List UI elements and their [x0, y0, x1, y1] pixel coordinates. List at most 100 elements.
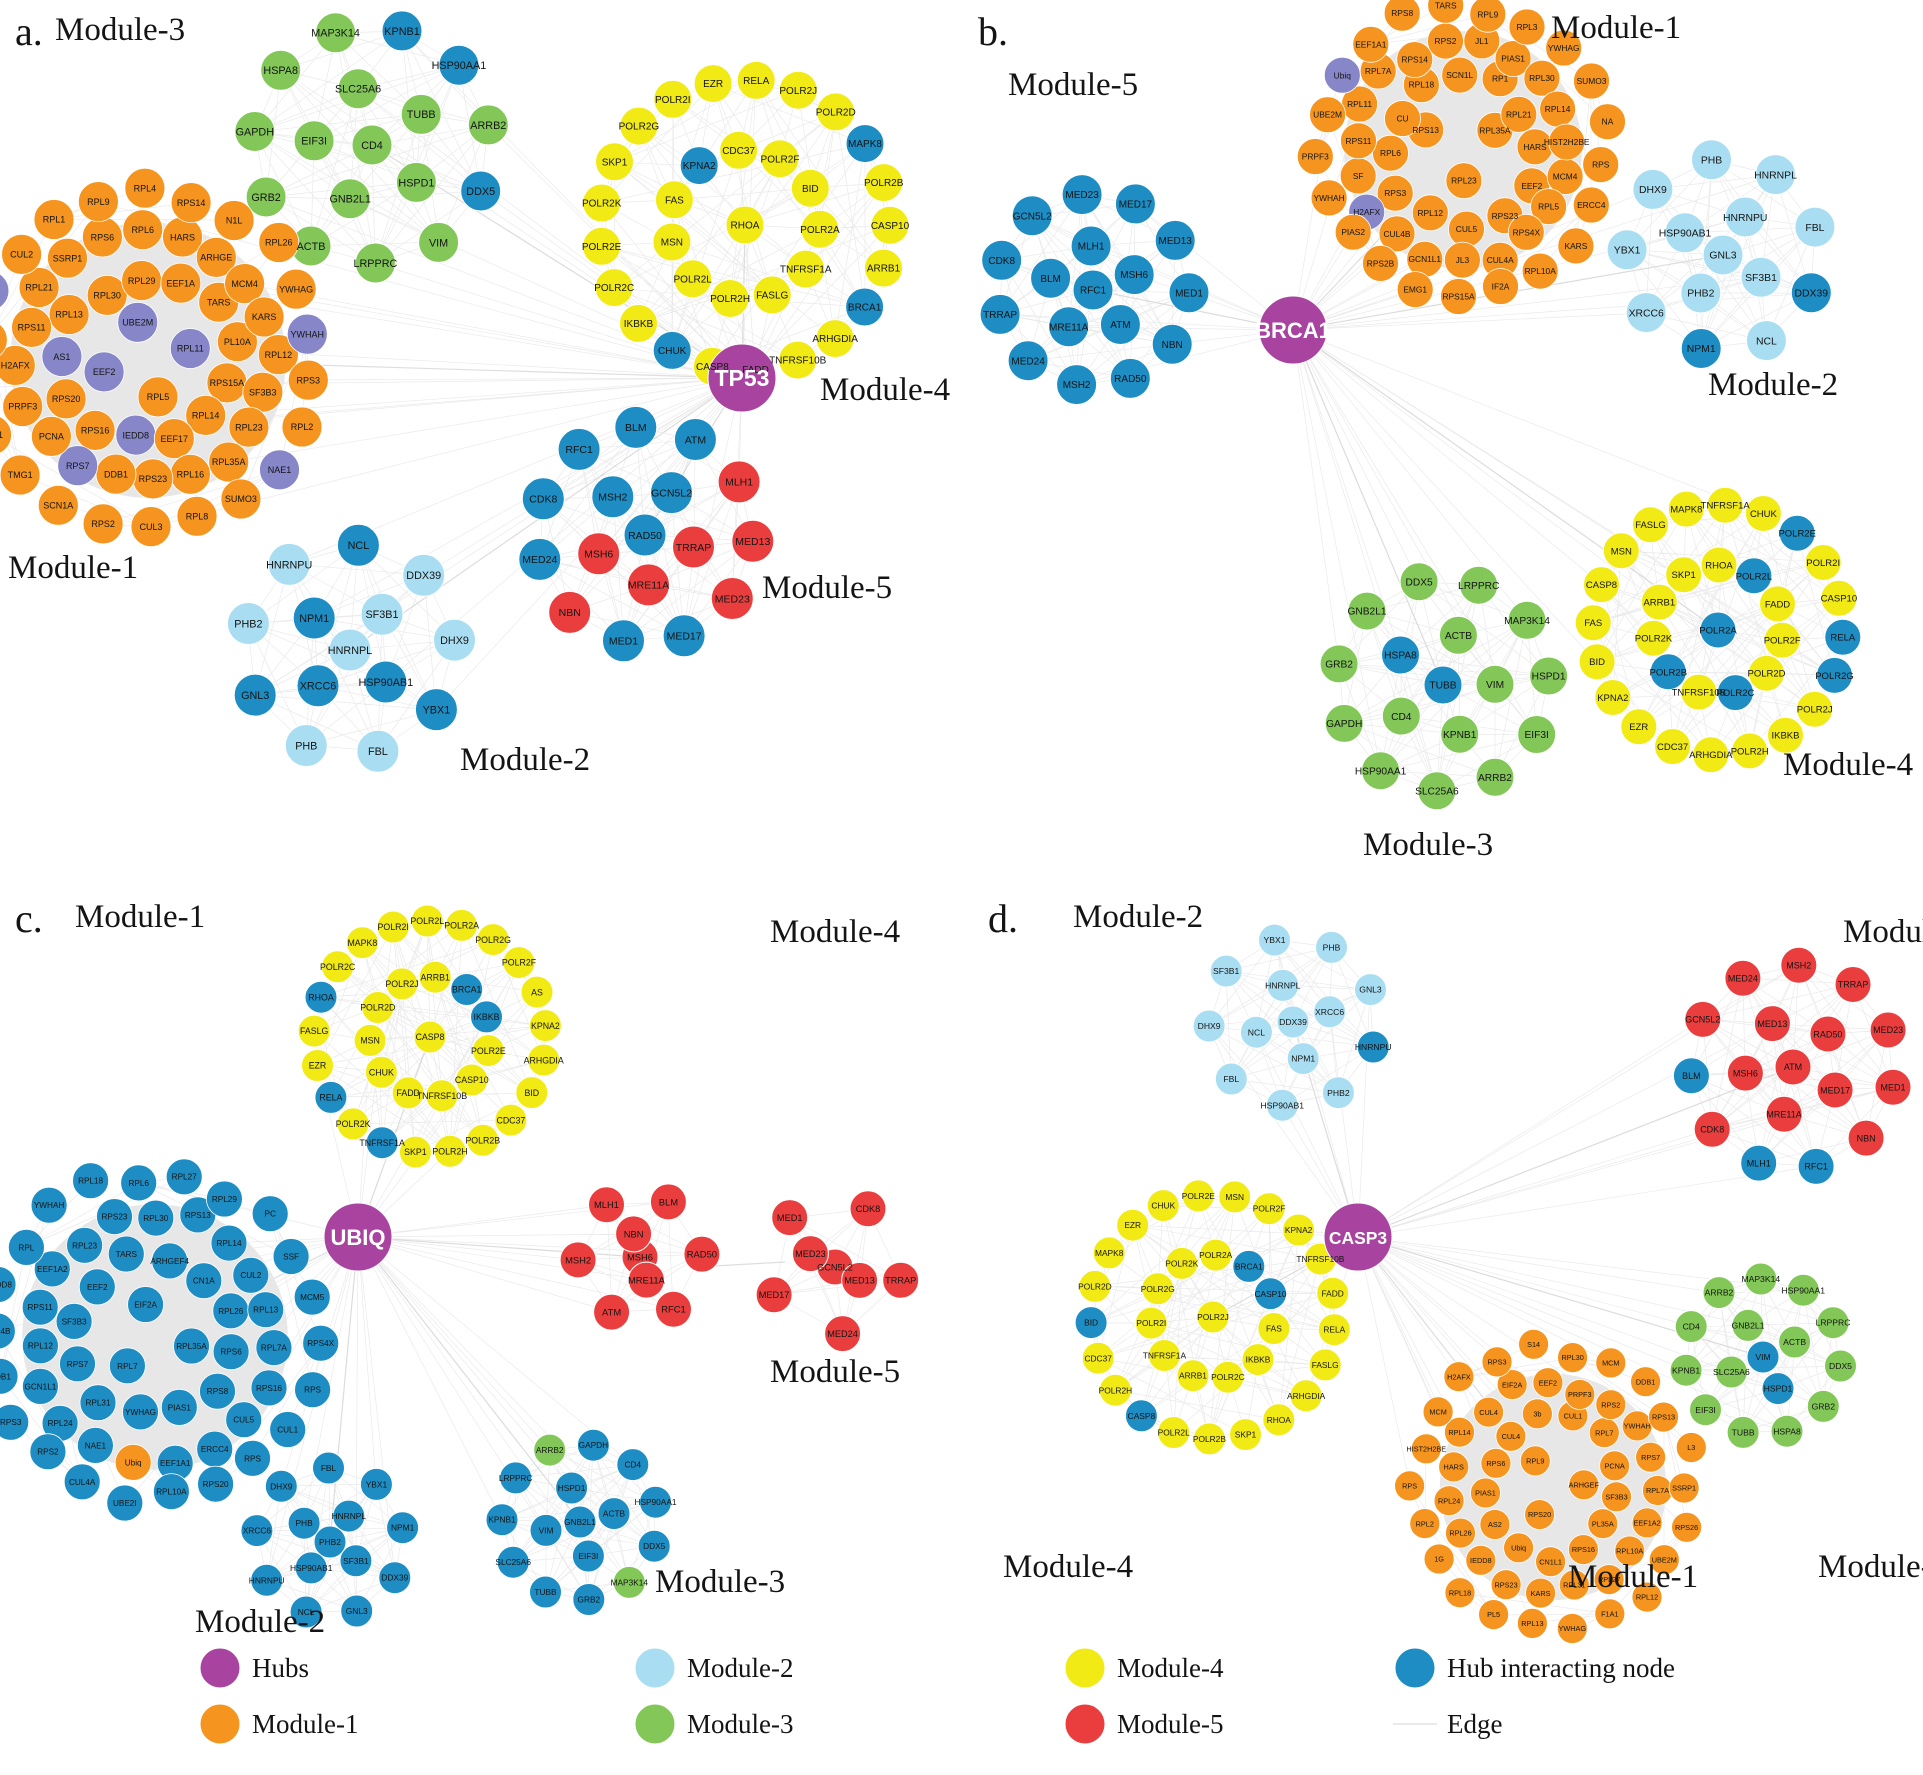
svg-text:CDK8: CDK8 [529, 493, 557, 505]
svg-text:EZR: EZR [703, 79, 723, 90]
svg-text:BLM: BLM [659, 1196, 678, 1207]
svg-text:XRCC6: XRCC6 [243, 1526, 272, 1536]
svg-text:EIF3I: EIF3I [301, 136, 327, 148]
svg-text:HNRNPU: HNRNPU [266, 559, 312, 571]
svg-text:NAE1: NAE1 [268, 465, 292, 475]
svg-text:LRPPRC: LRPPRC [499, 1473, 533, 1483]
svg-text:CUL4B: CUL4B [0, 1327, 11, 1336]
svg-text:GCN5L2: GCN5L2 [651, 487, 692, 499]
svg-text:CASP10: CASP10 [871, 221, 910, 232]
svg-text:PHB2: PHB2 [1687, 289, 1714, 300]
svg-text:TUBB: TUBB [407, 109, 436, 121]
svg-text:DDX5: DDX5 [1406, 577, 1434, 588]
svg-text:RAD50: RAD50 [687, 1249, 717, 1260]
svg-text:RPS14: RPS14 [177, 198, 206, 208]
svg-text:Ubiq: Ubiq [1334, 70, 1352, 80]
svg-text:RPL10A: RPL10A [1616, 1547, 1643, 1556]
svg-text:POLR2D: POLR2D [1747, 669, 1785, 680]
svg-text:FASLG: FASLG [1635, 520, 1666, 531]
svg-text:RPL1: RPL1 [43, 215, 66, 225]
svg-text:RPS11: RPS11 [1346, 136, 1372, 146]
svg-text:SLC25A6: SLC25A6 [1713, 1367, 1750, 1377]
svg-text:POLR2B: POLR2B [465, 1136, 500, 1146]
svg-text:RPL10A: RPL10A [156, 1488, 187, 1497]
svg-text:POLR2C: POLR2C [320, 962, 356, 972]
svg-text:POLR2C: POLR2C [594, 283, 634, 294]
svg-text:Module-3: Module-3 [1818, 1549, 1923, 1585]
svg-text:RPL12: RPL12 [265, 350, 293, 360]
svg-text:HSPA8: HSPA8 [263, 65, 298, 77]
svg-text:PL5: PL5 [1487, 1610, 1500, 1619]
svg-text:POLR2C: POLR2C [1211, 1372, 1245, 1382]
svg-text:POLR2F: POLR2F [1253, 1204, 1286, 1214]
svg-text:GNL3: GNL3 [1709, 251, 1736, 262]
svg-text:RPL7A: RPL7A [261, 1344, 287, 1353]
svg-text:MSH6: MSH6 [584, 549, 613, 561]
svg-text:EEF2: EEF2 [1521, 181, 1542, 191]
svg-text:RPL11: RPL11 [1347, 99, 1372, 109]
svg-text:Module-3: Module-3 [687, 1709, 793, 1739]
svg-text:IEDD8: IEDD8 [123, 430, 150, 440]
svg-text:RELA: RELA [1830, 633, 1855, 644]
svg-text:CN1A: CN1A [193, 1277, 215, 1286]
svg-text:NBN: NBN [559, 607, 581, 619]
svg-text:UBIQ: UBIQ [331, 1225, 386, 1250]
svg-text:SF3B3: SF3B3 [62, 1317, 87, 1326]
svg-text:MAPK8: MAPK8 [1670, 505, 1702, 516]
svg-text:H2AFX: H2AFX [1, 361, 30, 371]
svg-text:TRRAP: TRRAP [885, 1276, 916, 1286]
svg-text:RPL4: RPL4 [134, 184, 157, 194]
svg-text:MED17: MED17 [759, 1290, 790, 1300]
svg-text:CUL4A: CUL4A [69, 1478, 96, 1487]
svg-text:RHOA: RHOA [731, 221, 760, 232]
svg-text:SKP1: SKP1 [404, 1147, 427, 1157]
svg-text:HSP90AB1: HSP90AB1 [1261, 1100, 1305, 1110]
svg-text:RPS4X: RPS4X [307, 1339, 334, 1348]
svg-text:POLR2K: POLR2K [1165, 1259, 1198, 1269]
svg-text:RPS23: RPS23 [1492, 211, 1519, 221]
svg-text:RPL11: RPL11 [177, 344, 204, 354]
svg-text:DHX9: DHX9 [440, 635, 469, 647]
svg-text:RPL31: RPL31 [85, 1399, 110, 1408]
svg-text:CASP3: CASP3 [1329, 1228, 1388, 1248]
svg-text:MAPK8: MAPK8 [347, 938, 377, 948]
svg-text:RPL29: RPL29 [128, 276, 156, 286]
svg-text:RPL9: RPL9 [1477, 9, 1498, 19]
svg-text:NBN: NBN [1162, 340, 1183, 351]
svg-text:MSH6: MSH6 [627, 1251, 653, 1262]
svg-text:RPS2: RPS2 [37, 1448, 59, 1457]
svg-text:YWHAG: YWHAG [279, 284, 313, 294]
svg-text:IKBKB: IKBKB [1772, 731, 1800, 742]
svg-text:RPL27: RPL27 [172, 1173, 197, 1182]
svg-text:HNRNPU: HNRNPU [249, 1575, 285, 1585]
svg-text:RPL24: RPL24 [48, 1419, 73, 1428]
svg-text:MED24: MED24 [1728, 973, 1758, 983]
svg-text:RPL8: RPL8 [186, 512, 209, 522]
svg-text:CASP10: CASP10 [455, 1075, 489, 1085]
svg-text:HNRNPL: HNRNPL [1754, 170, 1797, 181]
svg-text:ATM: ATM [1784, 1062, 1802, 1072]
svg-text:PHB: PHB [295, 740, 317, 752]
svg-text:HSP90AA1: HSP90AA1 [432, 60, 487, 72]
svg-text:GCN5L2: GCN5L2 [1685, 1015, 1720, 1025]
svg-text:MED13: MED13 [735, 536, 770, 548]
svg-text:GAPDH: GAPDH [1326, 719, 1362, 730]
svg-text:YBX1: YBX1 [366, 1479, 388, 1489]
svg-text:F1A1: F1A1 [1601, 1610, 1618, 1619]
svg-text:RAD50: RAD50 [1813, 1029, 1842, 1039]
svg-text:XRCC6: XRCC6 [300, 681, 337, 693]
svg-text:VIM: VIM [539, 1525, 554, 1535]
svg-text:MED23: MED23 [715, 593, 750, 605]
svg-text:RPL7: RPL7 [117, 1362, 138, 1371]
svg-text:HSPD1: HSPD1 [558, 1483, 586, 1493]
svg-text:RPL14: RPL14 [216, 1239, 241, 1248]
svg-text:Module-2: Module-2 [460, 742, 590, 778]
svg-text:ACTB: ACTB [603, 1509, 626, 1519]
svg-text:POLR2E: POLR2E [582, 242, 622, 253]
svg-text:RPL23: RPL23 [72, 1241, 97, 1250]
svg-text:KPNB1: KPNB1 [1672, 1365, 1700, 1375]
svg-text:AS: AS [531, 987, 543, 997]
svg-text:HNRNPU: HNRNPU [1723, 213, 1767, 224]
svg-text:MSH2: MSH2 [565, 1254, 591, 1265]
svg-text:H2AFX: H2AFX [1447, 1372, 1471, 1381]
